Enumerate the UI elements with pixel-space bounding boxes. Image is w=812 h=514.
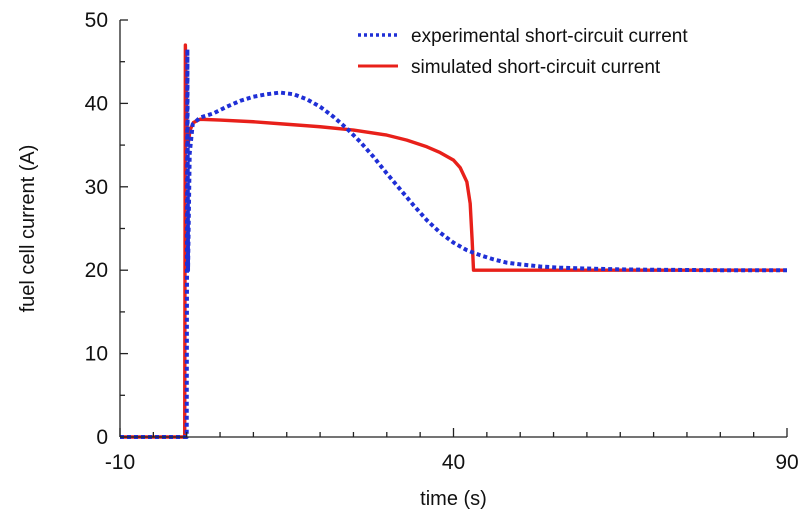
x-tick-label: 40 xyxy=(442,451,465,474)
y-tick-label: 0 xyxy=(96,426,108,449)
x-tick-label: 90 xyxy=(775,451,798,474)
legend-label: simulated short-circuit current xyxy=(411,57,661,78)
legend-label: experimental short-circuit current xyxy=(411,26,688,47)
ticks: 0 10 20 30 40 50 -10 40 90 xyxy=(85,9,799,474)
y-tick-label: 10 xyxy=(85,343,108,366)
plot-area xyxy=(120,43,787,439)
x-axis-title: time (s) xyxy=(420,488,487,510)
y-tick-label: 40 xyxy=(85,92,108,115)
y-tick-label: 50 xyxy=(85,9,108,32)
simulated-series-line xyxy=(120,43,787,439)
legend: experimental short-circuit current simula… xyxy=(358,26,688,78)
y-tick-label: 30 xyxy=(85,176,108,199)
y-axis-title: fuel cell current (A) xyxy=(17,145,39,313)
x-tick-label: -10 xyxy=(105,451,135,474)
experimental-series-line xyxy=(120,47,787,439)
axes xyxy=(119,20,787,438)
y-tick-label: 20 xyxy=(85,259,108,282)
